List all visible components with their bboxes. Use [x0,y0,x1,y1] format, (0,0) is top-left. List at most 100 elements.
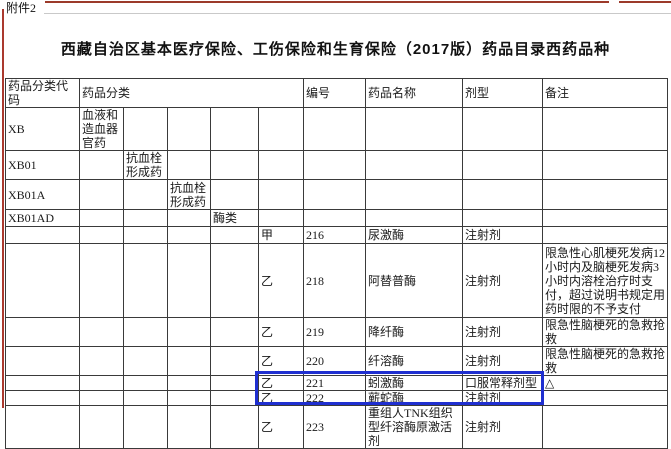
cell-dosage-form: 注射剂 [462,346,544,376]
empty-cell [79,405,124,449]
empty-cell [123,226,168,244]
table-row: 乙 221 蚓激酶 口服常释剂型 △ [5,375,669,391]
header-divider-line [44,13,671,14]
empty-cell [167,209,211,227]
empty-cell [79,179,124,210]
cell-class: 乙 [257,346,305,376]
empty-cell [542,209,669,227]
cell-drug-name: 阿替普酶 [365,243,464,318]
empty-cell [257,107,305,151]
empty-cell [123,317,168,347]
empty-cell [257,209,305,227]
table-row: 乙 220 纤溶酶 注射剂 限急性脑梗死的急救抢救 [5,346,669,376]
cell-class: 乙 [257,405,305,449]
empty-cell [167,390,211,406]
cell-category-l3: 抗血栓形成药 [167,179,211,210]
cell-code: XB01AD [5,209,80,227]
cell-number: 223 [303,405,367,449]
empty-cell [303,179,367,210]
empty-cell [123,243,168,318]
cell-dosage-form: 注射剂 [462,243,544,318]
empty-cell [462,179,544,210]
cell-code: XB01 [5,150,80,180]
empty-cell [123,346,168,376]
empty-cell [123,209,168,227]
top-red-rule-right-segment [619,1,671,3]
empty-cell [79,226,124,244]
empty-cell [79,150,124,180]
empty-cell [167,226,211,244]
cell-category-l2: 抗血栓形成药 [123,150,168,180]
cell-number: 221 [303,375,367,391]
empty-cell [79,346,124,376]
table-row: XB 血液和造血器官药 [5,107,669,151]
cell-class: 乙 [257,317,305,347]
cell-drug-name: 降纤酶 [365,317,464,347]
table-row-highlighted: 乙 223 重组人TNK组织型纤溶酶原激活剂 注射剂 [5,405,669,449]
empty-cell [210,405,259,449]
empty-cell [167,375,211,391]
table-row: 甲 216 尿激酶 注射剂 [5,226,669,244]
cell-number: 220 [303,346,367,376]
empty-cell [79,390,124,406]
empty-cell [123,179,168,210]
empty-cell [210,150,259,180]
empty-cell [210,390,259,406]
cell-class: 乙 [257,390,305,406]
drug-catalog-table: 药品分类代码 药品分类 编号 药品名称 剂型 备注 XB 血液和造血器官药 XB… [5,78,669,449]
empty-cell [5,346,80,376]
empty-cell [542,179,669,210]
cell-category-l1: 血液和造血器官药 [79,107,124,151]
top-red-rule-left-segment [45,1,609,3]
cell-remark: 限急性脑梗死的急救抢救 [542,317,669,347]
cell-dosage-form: 注射剂 [462,317,544,347]
cell-remark [542,405,669,449]
empty-cell [462,150,544,180]
cell-number: 222 [303,390,367,406]
header-category: 药品分类 [78,78,305,108]
cell-dosage-form: 注射剂 [462,405,544,449]
cell-dosage-form: 口服常释剂型 [462,375,544,391]
empty-cell [303,209,367,227]
cell-class: 乙 [257,243,305,318]
header-drug-name: 药品名称 [365,78,464,108]
cell-number: 219 [303,317,367,347]
empty-cell [5,226,80,244]
header-number: 编号 [303,78,367,108]
table-row: 乙 218 阿替普酶 注射剂 限急性心肌梗死发病12小时内及脑梗死发病3小时内溶… [5,243,669,318]
empty-cell [167,405,211,449]
cell-class: 甲 [257,226,305,244]
cell-number: 216 [303,226,367,244]
empty-cell [123,405,168,449]
left-red-rule [2,9,4,408]
cell-drug-name: 蚓激酶 [365,375,464,391]
empty-cell [257,150,305,180]
cell-category-l4: 酶类 [210,209,259,227]
empty-cell [303,107,367,151]
cell-remark [542,226,669,244]
table-row: XB01 抗血栓形成药 [5,150,669,180]
empty-cell [167,107,211,151]
table-header-row: 药品分类代码 药品分类 编号 药品名称 剂型 备注 [5,78,669,108]
empty-cell [5,375,80,391]
empty-cell [257,179,305,210]
empty-cell [210,226,259,244]
empty-cell [79,375,124,391]
empty-cell [210,346,259,376]
cell-code: XB [5,107,80,151]
cell-remark: 限急性心肌梗死发病12小时内及脑梗死发病3小时内溶栓治疗时支付，超过说明书规定用… [542,243,669,318]
empty-cell [123,375,168,391]
cell-class: 乙 [257,375,305,391]
empty-cell [542,107,669,151]
empty-cell [123,107,168,151]
cell-drug-name: 重组人TNK组织型纤溶酶原激活剂 [365,405,464,449]
empty-cell [167,346,211,376]
empty-cell [167,317,211,347]
empty-cell [210,375,259,391]
empty-cell [79,317,124,347]
cell-remark [542,390,669,406]
empty-cell [5,243,80,318]
cell-drug-name: 尿激酶 [365,226,464,244]
page-title: 西藏自治区基本医疗保险、工伤保险和生育保险（2017版）药品目录西药品种 [60,41,611,58]
empty-cell [210,243,259,318]
